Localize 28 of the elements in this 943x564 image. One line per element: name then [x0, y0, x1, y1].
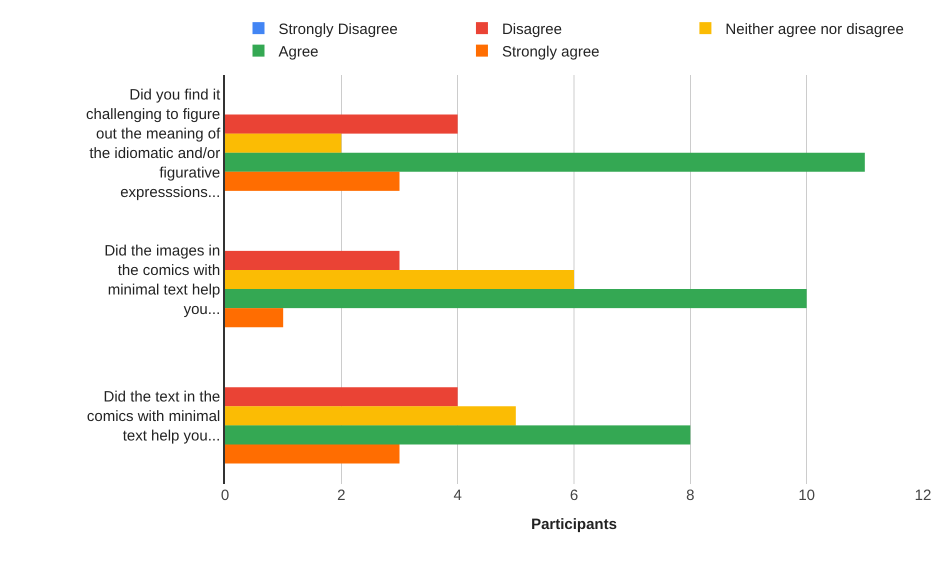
x-tick-label: 0 [220, 487, 230, 504]
bar [225, 406, 516, 426]
x-axis-title: Participants [531, 516, 617, 533]
bar [225, 308, 284, 328]
bar [225, 134, 342, 153]
bar [225, 289, 807, 308]
x-tick-label: 4 [454, 487, 462, 504]
bar [225, 250, 400, 270]
x-tick-label: 12 [914, 487, 932, 504]
y-tick-label: Did you find it challenging to figure out the meaning of the idiomatic and/or figurative expresssions... [86, 86, 222, 202]
x-tick-label: 8 [686, 487, 694, 504]
x-tick-label: 10 [798, 487, 816, 504]
bar [225, 152, 865, 172]
y-tick-label: Did the images in the comics with minimal text help you... [104, 242, 220, 318]
legend-label: Strongly Disagree [278, 20, 398, 38]
x-tick-label: 6 [570, 487, 578, 504]
x-tick-label: 2 [337, 487, 346, 504]
bar [225, 425, 690, 444]
legend-label: Neither agree nor disagree [725, 20, 904, 38]
bar [225, 444, 400, 464]
bar [225, 114, 458, 134]
legend-label: Agree [278, 43, 319, 60]
bar [225, 270, 574, 290]
legend-label: Disagree [502, 20, 562, 38]
bar [225, 387, 458, 406]
legend-label: Strongly agree [502, 43, 600, 60]
bar [225, 172, 400, 191]
y-tick-label: Did the text in the comics with minimal text help you... [86, 388, 220, 445]
